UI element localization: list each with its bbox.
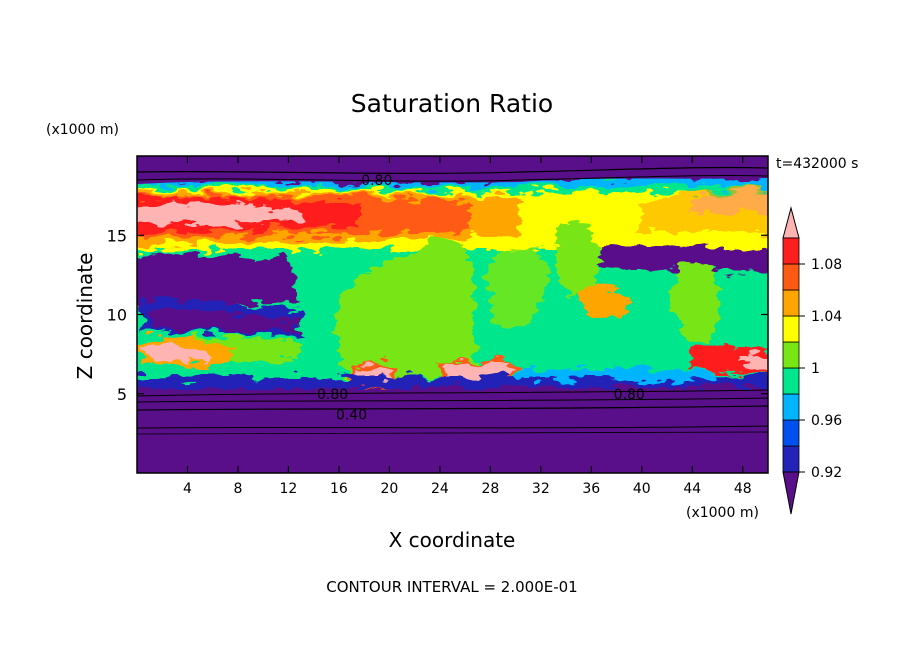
contour-line [137, 397, 768, 403]
mid-left-purple2 [150, 310, 300, 331]
x-axis: 4 8 12 16 20 24 28 32 36 40 44 48 [183, 156, 752, 497]
cloud-core-lime-2 [555, 219, 600, 294]
contour-value-label: 0.80 [361, 173, 392, 189]
colorbar-band [782, 367, 800, 395]
colorbar: 0.92 0.96 1 1.04 1.08 [782, 206, 842, 515]
upper-left-pink [137, 202, 301, 226]
x-axis-label: X coordinate [389, 528, 516, 552]
contour-interval-label: CONTOUR INTERVAL = 2.000E-01 [326, 578, 577, 596]
time-label: t=432000 s [776, 156, 858, 172]
y-tick-label: 15 [107, 226, 127, 245]
x-unit-label: (x1000 m) [686, 505, 759, 521]
mid-left-purple [137, 253, 300, 304]
y-tick-label: 10 [107, 306, 127, 325]
contour-line [137, 166, 768, 175]
x-tick-label: 16 [330, 481, 348, 497]
mid-left-pink [146, 344, 210, 361]
colorbar-band [782, 445, 800, 473]
x-tick-label: 48 [734, 481, 752, 497]
colorbar-label: 1.04 [811, 309, 842, 325]
x-tick-label: 44 [683, 481, 701, 497]
contour-line [137, 405, 768, 411]
x-tick-label: 4 [183, 481, 192, 497]
colorbar-label: 1.08 [811, 257, 842, 273]
x-tick-label: 24 [431, 481, 449, 497]
colorbar-band [782, 237, 800, 265]
mid-right-red [690, 346, 768, 373]
top-dry-band [137, 156, 768, 184]
colorbar-band [782, 419, 800, 447]
contour-value-label: 0.80 [614, 387, 645, 403]
x-tick-label: 32 [532, 481, 550, 497]
contour-line [137, 174, 768, 182]
upper-right-orange [640, 187, 768, 232]
cloud-core-lime-3 [669, 260, 718, 343]
x-tick-label: 36 [582, 481, 600, 497]
colorbar-band [782, 315, 800, 343]
contour-line [137, 389, 768, 397]
contour-line [137, 425, 768, 429]
contour-labels: 0.80 0.80 0.80 0.40 [317, 173, 645, 424]
y-tick-label: 5 [117, 385, 127, 404]
cloud-core-lime [335, 239, 480, 380]
mid-right-pink [740, 353, 768, 366]
colorbar-label: 0.96 [811, 413, 842, 429]
chart-title: Saturation Ratio [351, 89, 553, 118]
x-tick-label: 28 [481, 481, 499, 497]
contour-value-label: 0.80 [317, 387, 348, 403]
x-tick-label: 12 [280, 481, 298, 497]
x-tick-label: 20 [380, 481, 398, 497]
lower-band-cyan [520, 367, 720, 381]
cloud-core-lime-4 [487, 247, 549, 330]
x-tick-label: 40 [633, 481, 651, 497]
colorbar-label: 1 [811, 361, 820, 377]
x-tick-label: 8 [233, 481, 242, 497]
saturation-field [137, 156, 768, 473]
mid-right-purple [600, 246, 768, 271]
y-axis-label: Z coordinate [73, 253, 97, 380]
colorbar-band [782, 263, 800, 291]
mid-right-orange [580, 286, 630, 321]
colorbar-label: 0.92 [811, 465, 842, 481]
y-axis: 5 10 15 [107, 226, 768, 404]
y-unit-label: (x1000 m) [46, 122, 119, 138]
colorbar-band [782, 393, 800, 421]
colorbar-band [782, 341, 800, 369]
colorbar-band [782, 289, 800, 317]
colorbar-bottom-arrow [782, 471, 800, 515]
colorbar-top-arrow [782, 206, 800, 239]
contour-value-label: 0.40 [336, 407, 367, 423]
